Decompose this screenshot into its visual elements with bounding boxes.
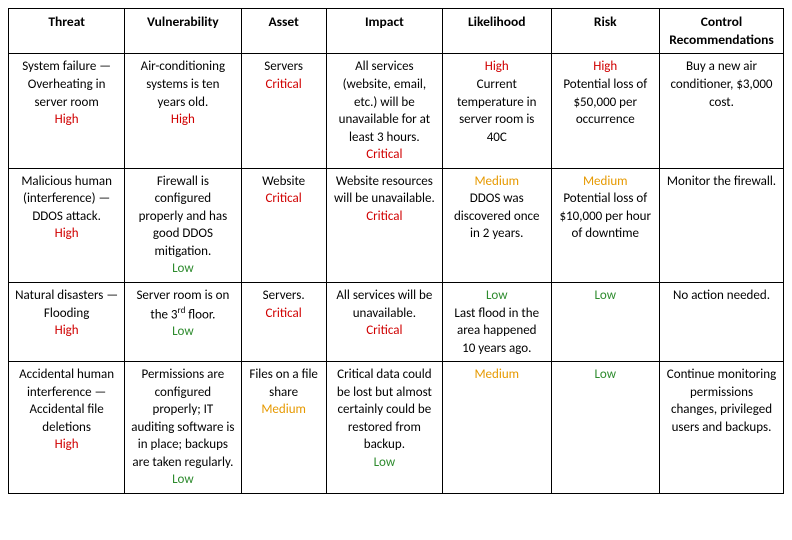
level-label: Medium — [449, 366, 545, 384]
cell-control: Buy a new air conditioner, $3,000 cost. — [660, 54, 784, 168]
cell-text: Air-conditioning systems is ten years ol… — [131, 58, 234, 111]
level-label: High — [449, 58, 545, 76]
level-label: Low — [558, 287, 654, 305]
cell-text: Server room is on the 3rd floor. — [131, 287, 234, 323]
cell-text: Accidental human interference — Accident… — [15, 366, 118, 436]
level-label: High — [15, 225, 118, 243]
level-label: Low — [131, 471, 234, 489]
level-label: Critical — [248, 76, 320, 94]
col-header: Likelihood — [443, 9, 552, 54]
level-label: Low — [449, 287, 545, 305]
cell-text: Natural disasters — Flooding — [15, 287, 118, 322]
cell-text: Current temperature in server room is 40… — [449, 76, 545, 146]
cell-text: System failure — Overheating in server r… — [15, 58, 118, 111]
header-row: ThreatVulnerabilityAssetImpactLikelihood… — [9, 9, 784, 54]
cell-text: All services (website, email, etc.) will… — [333, 58, 436, 146]
cell-asset: Files on a file shareMedium — [241, 362, 326, 494]
level-label: Low — [333, 454, 436, 472]
cell-likelihood: Medium — [443, 362, 552, 494]
cell-impact: All services (website, email, etc.) will… — [326, 54, 442, 168]
cell-impact: Critical data could be lost but almost c… — [326, 362, 442, 494]
cell-risk: HighPotential loss of $50,000 per occurr… — [551, 54, 660, 168]
cell-threat: Natural disasters — FloodingHigh — [9, 283, 125, 362]
cell-threat: Accidental human interference — Accident… — [9, 362, 125, 494]
cell-vulnerability: Air-conditioning systems is ten years ol… — [125, 54, 241, 168]
table-row: System failure — Overheating in server r… — [9, 54, 784, 168]
col-header: Vulnerability — [125, 9, 241, 54]
cell-text: Website — [248, 173, 320, 191]
cell-vulnerability: Firewall is configured properly and has … — [125, 168, 241, 282]
cell-text: Servers — [248, 58, 320, 76]
level-label: Low — [131, 323, 234, 341]
cell-text: Firewall is configured properly and has … — [131, 173, 234, 261]
cell-threat: System failure — Overheating in server r… — [9, 54, 125, 168]
col-header: Impact — [326, 9, 442, 54]
level-label: High — [15, 111, 118, 129]
cell-threat: Malicious human (interference) — DDOS at… — [9, 168, 125, 282]
col-header: Threat — [9, 9, 125, 54]
level-label: Low — [558, 366, 654, 384]
level-label: High — [15, 322, 118, 340]
cell-text: All services will be unavailable. — [333, 287, 436, 322]
cell-likelihood: HighCurrent temperature in server room i… — [443, 54, 552, 168]
cell-likelihood: MediumDDOS was discovered once in 2 year… — [443, 168, 552, 282]
table-head: ThreatVulnerabilityAssetImpactLikelihood… — [9, 9, 784, 54]
level-label: Critical — [248, 190, 320, 208]
cell-text: Continue monitoring permissions changes,… — [666, 366, 777, 436]
level-label: Critical — [333, 146, 436, 164]
cell-text: Files on a file share — [248, 366, 320, 401]
risk-assessment-table: ThreatVulnerabilityAssetImpactLikelihood… — [8, 8, 784, 494]
cell-risk: MediumPotential loss of $10,000 per hour… — [551, 168, 660, 282]
table-body: System failure — Overheating in server r… — [9, 54, 784, 494]
cell-text: Website resources will be unavailable. — [333, 173, 436, 208]
cell-text: Buy a new air conditioner, $3,000 cost. — [666, 58, 777, 111]
cell-text: Permissions are configured properly; IT … — [131, 366, 234, 471]
cell-control: Continue monitoring permissions changes,… — [660, 362, 784, 494]
cell-control: No action needed. — [660, 283, 784, 362]
cell-likelihood: LowLast flood in the area happened 10 ye… — [443, 283, 552, 362]
cell-text: Monitor the firewall. — [666, 173, 777, 191]
cell-asset: Servers.Critical — [241, 283, 326, 362]
col-header: Control Recommendations — [660, 9, 784, 54]
cell-asset: WebsiteCritical — [241, 168, 326, 282]
cell-control: Monitor the firewall. — [660, 168, 784, 282]
level-label: Critical — [333, 322, 436, 340]
level-label: Medium — [558, 173, 654, 191]
cell-risk: Low — [551, 362, 660, 494]
cell-vulnerability: Permissions are configured properly; IT … — [125, 362, 241, 494]
cell-text: Critical data could be lost but almost c… — [333, 366, 436, 454]
cell-vulnerability: Server room is on the 3rd floor.Low — [125, 283, 241, 362]
col-header: Asset — [241, 9, 326, 54]
table-row: Accidental human interference — Accident… — [9, 362, 784, 494]
table-row: Natural disasters — FloodingHighServer r… — [9, 283, 784, 362]
level-label: Critical — [333, 208, 436, 226]
cell-asset: ServersCritical — [241, 54, 326, 168]
cell-text: DDOS was discovered once in 2 years. — [449, 190, 545, 243]
cell-impact: Website resources will be unavailable.Cr… — [326, 168, 442, 282]
level-label: High — [15, 436, 118, 454]
level-label: Medium — [248, 401, 320, 419]
cell-text: Potential loss of $10,000 per hour of do… — [558, 190, 654, 243]
cell-text: Last flood in the area happened 10 years… — [449, 305, 545, 358]
cell-text: Servers. — [248, 287, 320, 305]
cell-risk: Low — [551, 283, 660, 362]
cell-text: No action needed. — [666, 287, 777, 305]
level-label: Low — [131, 260, 234, 278]
level-label: Critical — [248, 305, 320, 323]
col-header: Risk — [551, 9, 660, 54]
level-label: High — [131, 111, 234, 129]
table-row: Malicious human (interference) — DDOS at… — [9, 168, 784, 282]
level-label: Medium — [449, 173, 545, 191]
cell-text: Malicious human (interference) — DDOS at… — [15, 173, 118, 226]
level-label: High — [558, 58, 654, 76]
cell-impact: All services will be unavailable.Critica… — [326, 283, 442, 362]
cell-text: Potential loss of $50,000 per occurrence — [558, 76, 654, 129]
